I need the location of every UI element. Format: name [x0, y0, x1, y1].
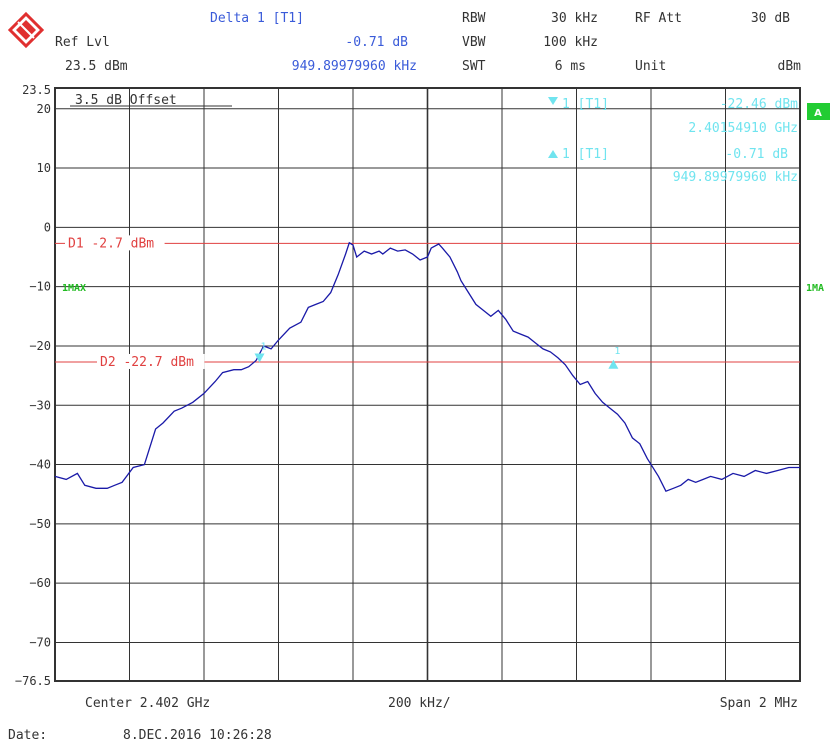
y-tick-label: −30 [29, 398, 51, 412]
swt-value: 6 ms [555, 59, 586, 74]
rf-att-value: 30 dB [751, 11, 790, 26]
date-label: Date: [8, 728, 47, 743]
center-frequency: Center 2.402 GHz [85, 696, 210, 711]
y-axis-ticks: 23.5 20 10 0 −10 −20 −30 −40 −50 −60 −70 −76.5 [15, 83, 51, 688]
trace-label-left: 1MAX [62, 283, 86, 294]
marker1-frequency: 2.40154910 GHz [688, 121, 798, 136]
y-tick-label: −50 [29, 517, 51, 531]
trace-a-badge [807, 103, 830, 120]
y-tick-label: −70 [29, 635, 51, 649]
y-tick-label: 20 [37, 102, 51, 116]
display-line-label-d1: D1 -2.7 dBm [68, 236, 154, 251]
y-tick-label: 0 [44, 220, 51, 234]
display-line-label-d2: D2 -22.7 dBm [100, 355, 194, 370]
delta1-label: 1 [T1] [562, 147, 609, 162]
date-value: 8.DEC.2016 10:26:28 [123, 728, 272, 743]
marker-readout: 1 [T1] -22.46 dBm 2.40154910 GHz 1 [T1] … [548, 97, 798, 185]
delta-level: -0.71 dB [345, 35, 408, 50]
marker-down-triangle-icon [548, 97, 558, 105]
delta-title: Delta 1 [T1] [210, 11, 304, 26]
unit-label: Unit [635, 59, 666, 74]
y-tick-label: −60 [29, 576, 51, 590]
rf-att-label: RF Att [635, 11, 682, 26]
swt-label: SWT [462, 59, 486, 74]
offset-label: 3.5 dB Offset [75, 93, 177, 108]
display-line-label-bg [65, 235, 165, 251]
y-tick-label: 23.5 [22, 83, 51, 97]
delta-frequency: 949.89979960 kHz [292, 59, 417, 74]
vbw-label: VBW [462, 35, 486, 50]
trace-line [54, 241, 800, 493]
marker-number: 1 [614, 346, 620, 357]
plot-grid [54, 87, 801, 682]
y-tick-label: −10 [29, 280, 51, 294]
marker-1-icon [254, 353, 265, 363]
delta1-value: -0.71 dB [725, 147, 788, 162]
rbw-label: RBW [462, 11, 486, 26]
display-lines: D1 -2.7 dBm D2 -22.7 dBm [55, 235, 800, 370]
display-line-label-bg [97, 353, 205, 369]
delta-up-triangle-icon [548, 150, 558, 158]
marker1-value: -22.46 dBm [720, 97, 798, 112]
delta-marker-1-icon [608, 359, 619, 369]
y-tick-label: 10 [37, 161, 51, 175]
marker1-label: 1 [T1] [562, 97, 609, 112]
marker-number: 1 [261, 342, 267, 353]
y-tick-label: −20 [29, 339, 51, 353]
ref-level-value: 23.5 dBm [65, 59, 128, 74]
vbw-value: 100 kHz [543, 35, 598, 50]
division-scale: 200 kHz/ [388, 696, 451, 711]
rbw-value: 30 kHz [551, 11, 598, 26]
rohde-schwarz-logo-icon [7, 11, 45, 49]
span: Span 2 MHz [720, 696, 798, 711]
trace-label-right: 1MA [806, 283, 824, 294]
y-tick-label: −76.5 [15, 674, 51, 688]
delta1-frequency: 949.89979960 kHz [673, 170, 798, 185]
ref-level-label: Ref Lvl [55, 35, 110, 50]
trace-a-badge-text: A [814, 108, 822, 119]
unit-value: dBm [778, 59, 802, 74]
y-tick-label: −40 [29, 458, 51, 472]
